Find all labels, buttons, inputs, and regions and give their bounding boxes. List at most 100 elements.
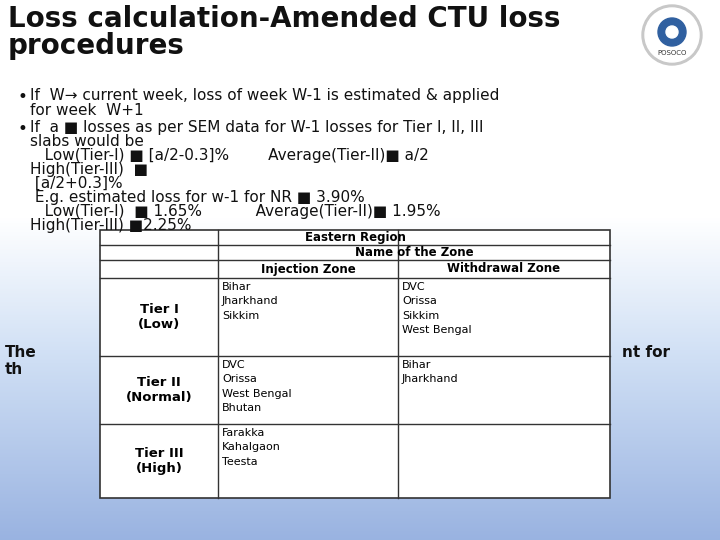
Bar — [0, 173, 720, 174]
Bar — [0, 319, 720, 320]
Bar — [0, 521, 720, 522]
Bar — [0, 403, 720, 404]
Bar — [0, 374, 720, 375]
Bar — [0, 477, 720, 478]
Bar — [0, 138, 720, 139]
Bar — [0, 181, 720, 182]
Bar — [0, 331, 720, 332]
Bar — [0, 377, 720, 378]
Bar — [0, 297, 720, 298]
Bar — [0, 250, 720, 251]
Bar — [0, 427, 720, 428]
Bar — [0, 453, 720, 454]
Bar — [0, 489, 720, 490]
Bar — [0, 208, 720, 209]
Bar — [0, 406, 720, 407]
Bar — [0, 266, 720, 267]
Bar — [0, 518, 720, 519]
Bar — [0, 237, 720, 238]
Bar — [0, 350, 720, 351]
Text: POSOCO: POSOCO — [657, 50, 687, 56]
Bar — [0, 484, 720, 485]
Bar — [0, 371, 720, 372]
Bar — [0, 226, 720, 227]
Bar — [0, 67, 720, 68]
Text: E.g. estimated loss for w-1 for NR ■ 3.90%: E.g. estimated loss for w-1 for NR ■ 3.9… — [30, 190, 365, 205]
Bar — [0, 98, 720, 99]
Bar — [0, 21, 720, 22]
Bar — [0, 264, 720, 265]
Bar — [0, 34, 720, 35]
Bar — [0, 357, 720, 358]
Bar — [0, 114, 720, 115]
Bar — [0, 486, 720, 487]
Bar — [0, 159, 720, 160]
Text: High(Tier-III)  ■: High(Tier-III) ■ — [30, 162, 148, 177]
Bar — [0, 233, 720, 234]
Bar — [0, 375, 720, 376]
Bar — [0, 451, 720, 452]
Bar — [0, 66, 720, 67]
Bar — [0, 360, 720, 361]
Bar — [0, 71, 720, 72]
Bar — [0, 111, 720, 112]
Bar — [0, 402, 720, 403]
Bar — [0, 465, 720, 466]
Bar — [0, 463, 720, 464]
Bar — [0, 63, 720, 64]
Bar — [0, 538, 720, 539]
Bar — [0, 386, 720, 387]
Bar — [0, 455, 720, 456]
Bar — [0, 92, 720, 93]
Bar — [0, 36, 720, 37]
Bar — [0, 50, 720, 51]
Bar — [0, 70, 720, 71]
Text: [a/2+0.3]%: [a/2+0.3]% — [30, 176, 122, 191]
Bar — [0, 295, 720, 296]
Bar — [0, 143, 720, 144]
Bar — [0, 190, 720, 191]
Bar — [0, 179, 720, 180]
Bar — [0, 430, 720, 431]
Bar — [0, 279, 720, 280]
Bar — [0, 115, 720, 116]
Text: Name of the Zone: Name of the Zone — [355, 246, 473, 259]
Bar — [0, 254, 720, 255]
Bar — [0, 394, 720, 395]
Bar — [0, 480, 720, 481]
Bar — [0, 153, 720, 154]
Bar — [0, 135, 720, 136]
Text: Injection Zone: Injection Zone — [261, 262, 356, 275]
Bar — [0, 118, 720, 119]
Bar — [0, 160, 720, 161]
Bar — [0, 191, 720, 192]
Text: •: • — [18, 120, 28, 138]
Bar — [0, 458, 720, 459]
Bar — [0, 0, 720, 85]
Bar — [0, 346, 720, 347]
Text: Low(Tier-I) ■ [a/2-0.3]%        Average(Tier-II)■ a/2: Low(Tier-I) ■ [a/2-0.3]% Average(Tier-II… — [30, 148, 428, 163]
Text: Tier III
(High): Tier III (High) — [135, 447, 184, 475]
Bar — [0, 85, 720, 86]
Bar — [0, 473, 720, 474]
Bar — [0, 433, 720, 434]
Bar — [0, 464, 720, 465]
Bar — [0, 252, 720, 253]
Bar — [0, 172, 720, 173]
Bar — [0, 18, 720, 19]
Bar — [0, 470, 720, 471]
Bar — [0, 256, 720, 257]
Bar — [0, 37, 720, 38]
Bar — [0, 3, 720, 4]
Bar — [0, 110, 720, 111]
Bar — [0, 165, 720, 166]
Bar — [0, 474, 720, 475]
Bar — [0, 483, 720, 484]
Bar — [0, 499, 720, 500]
Bar — [0, 78, 720, 79]
Bar — [0, 247, 720, 248]
Bar — [0, 454, 720, 455]
Bar — [0, 511, 720, 512]
Bar — [0, 43, 720, 44]
Bar — [0, 311, 720, 312]
